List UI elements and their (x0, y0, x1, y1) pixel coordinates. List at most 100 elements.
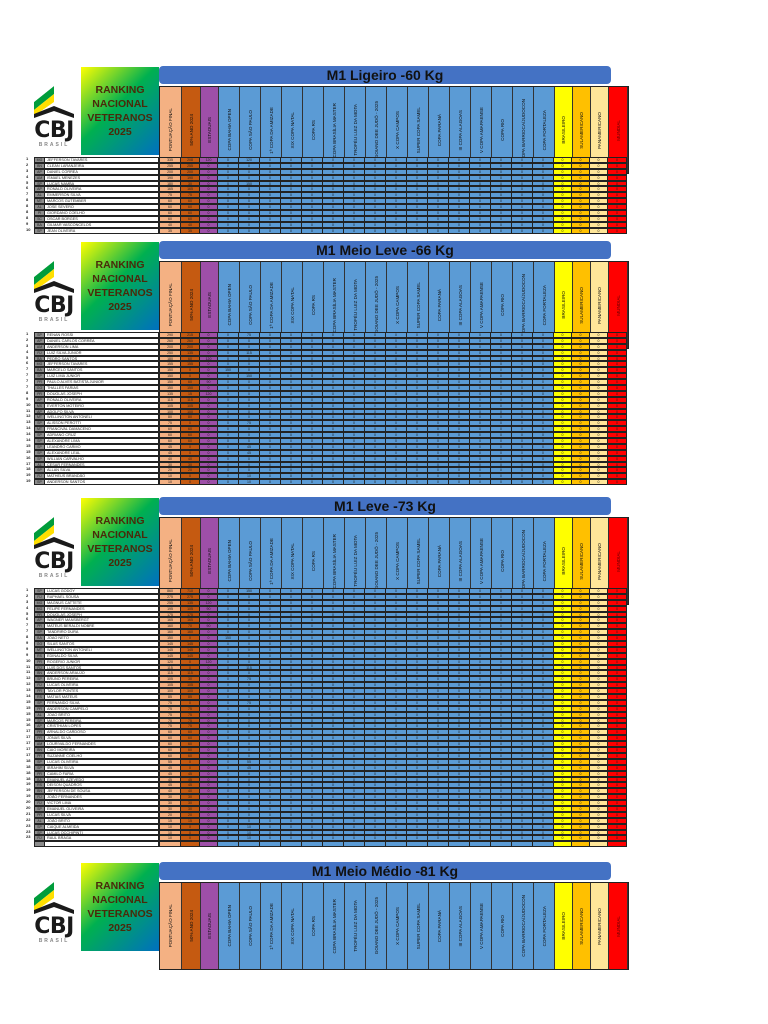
score-cell: 0 (260, 629, 281, 636)
score-cell: 0 (554, 473, 572, 480)
score-cell: 0 (533, 385, 554, 391)
score-cell: 150 (239, 373, 260, 380)
score-cell: 0 (533, 479, 554, 486)
state-code: AL (34, 192, 45, 199)
column-header: GOIANO DEE JUDÔ - 2025 (366, 883, 387, 969)
score-cell: 45 (239, 449, 260, 456)
score-cell: 0 (590, 192, 608, 199)
score-cell: 45 (159, 443, 181, 450)
score-cell: 0 (302, 332, 323, 338)
score-cell: 160 (159, 623, 181, 630)
rank: 2 (26, 161, 29, 167)
score-cell: 0 (470, 157, 491, 163)
score-cell: 60 (159, 735, 181, 742)
score-cell: 0 (470, 461, 491, 468)
score-cell: 0 (590, 782, 608, 789)
score-cell: 105 (159, 682, 181, 689)
score-cell: 0 (200, 367, 218, 374)
score-cell: 145 (181, 646, 200, 653)
score-cell: 0 (365, 770, 386, 777)
score-cell: 0 (554, 658, 572, 665)
score-cell: 150 (159, 373, 181, 380)
ranking-banner: RANKING NACIONAL VETERANOS 2025 (81, 863, 159, 951)
score-cell: 0 (608, 694, 627, 700)
score-cell: 0 (572, 835, 590, 842)
score-cell: 0 (572, 337, 590, 344)
score-cell: 0 (470, 794, 491, 801)
athlete-name: DOUGLAS JOSEPH (45, 611, 159, 618)
score-cell: 0 (572, 764, 590, 771)
score-cell: 0 (572, 593, 590, 600)
score-cell: 0 (365, 426, 386, 433)
score-cell: 0 (323, 332, 344, 338)
score-cell: 0 (281, 623, 302, 630)
banner-title: RANKING NACIONAL VETERANOS 2025 (87, 259, 153, 313)
rank: 13 (26, 687, 31, 693)
score-cell: 0 (533, 741, 554, 748)
column-header: COPA FORTALEZA (534, 262, 555, 348)
score-cell (200, 841, 218, 848)
score-cell: 0 (590, 623, 608, 630)
state-code: GO (34, 385, 45, 391)
score-cell: 0 (407, 735, 428, 742)
score-cell: 0 (200, 420, 218, 427)
score-cell: 0 (428, 432, 449, 439)
score-cell: 0 (260, 227, 281, 234)
score-cell: 0 (281, 361, 302, 368)
logo-subtext: BRASIL (38, 573, 70, 579)
score-cell: 0 (590, 758, 608, 765)
score-cell: 0 (323, 198, 344, 205)
score-cell: 0 (260, 705, 281, 712)
score-cell: 0 (428, 198, 449, 205)
athlete-name: DANIEL CORREA (45, 168, 159, 175)
score-cell: 0 (302, 186, 323, 193)
score-cell: 0 (533, 414, 554, 421)
score-cell: 0 (281, 800, 302, 806)
score-cell: 0 (449, 461, 470, 468)
score-cell: 0 (218, 162, 239, 169)
state-code: AL (34, 461, 45, 468)
score-cell: 0 (386, 711, 407, 718)
score-cell: 0 (533, 641, 554, 647)
score-cell: 0 (365, 694, 386, 700)
score-cell: 0 (200, 823, 218, 830)
score-cell: 0 (200, 414, 218, 421)
score-cell: 0 (470, 817, 491, 824)
score-cell (428, 841, 449, 848)
score-cell: 0 (554, 688, 572, 695)
score-cell: 0 (449, 829, 470, 836)
score-cell: 0 (200, 162, 218, 169)
score-cell: 0 (554, 747, 572, 753)
state-code: BA (34, 367, 45, 374)
score-cell: 0 (323, 711, 344, 718)
score-cell: 0 (470, 747, 491, 753)
column-header: 1ª COPA DA AMIZADE (261, 518, 282, 604)
score-cell: 0 (344, 479, 365, 486)
column-header: COPA PARANÁ (429, 87, 450, 173)
score-cell: 0 (533, 599, 554, 606)
score-cell (608, 841, 627, 848)
score-cell: 0 (470, 204, 491, 211)
score-cell: 0 (218, 794, 239, 801)
score-cell: 0 (239, 210, 260, 216)
score-cell: 0 (386, 605, 407, 612)
rank: 7 (26, 366, 29, 372)
score-cell: 0 (554, 646, 572, 653)
score-cell: 0 (449, 717, 470, 724)
score-cell: 0 (386, 682, 407, 689)
score-cell: 0 (608, 770, 627, 777)
athlete-name: CAIQUE ALMEIDA (45, 823, 159, 830)
score-cell: 0 (491, 717, 512, 724)
score-cell: 0 (590, 676, 608, 683)
ranking-banner: RANKING NACIONAL VETERANOS 2025 (81, 67, 159, 155)
column-header: GOIANO DEE JUDÔ - 2025 (366, 87, 387, 173)
score-cell: 0 (239, 694, 260, 700)
score-cell (449, 841, 470, 848)
score-cell: 75 (181, 705, 200, 712)
score-cell: 0 (608, 186, 627, 193)
score-cell: 0 (200, 805, 218, 812)
score-cell: 0 (200, 776, 218, 783)
score-cell: 0 (533, 221, 554, 228)
score-cell: 0 (386, 467, 407, 474)
score-cell: 0 (512, 676, 533, 683)
